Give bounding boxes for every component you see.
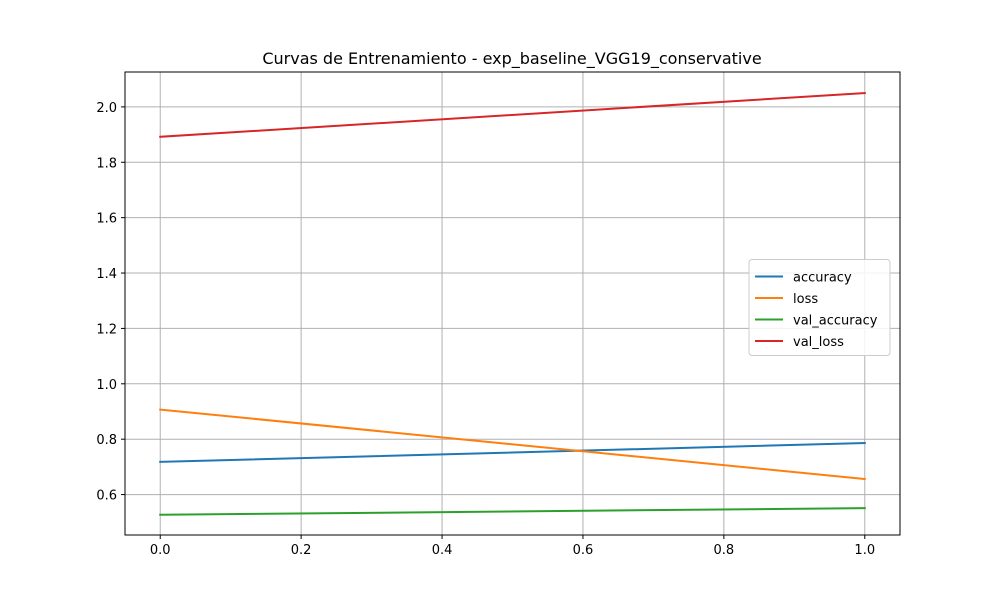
series-line-val-accuracy: [159, 507, 866, 516]
plot-area-frame: [124, 71, 901, 536]
legend-label-val-accuracy: val_accuracy: [793, 314, 878, 329]
legend-label-loss: loss: [793, 292, 818, 307]
y-tick-label: 1.6: [96, 212, 117, 227]
y-tick-label: 1.0: [96, 378, 117, 393]
y-tick-label: 1.4: [96, 267, 117, 282]
y-tick-label: 1.2: [96, 322, 117, 337]
y-tick-label: 0.8: [96, 433, 117, 448]
y-tick-label: 0.6: [96, 489, 117, 504]
x-tick-label: 0.8: [714, 543, 735, 558]
y-tick-label: 1.8: [96, 156, 117, 171]
x-tick-label: 0.6: [573, 543, 594, 558]
series-line-loss: [159, 408, 866, 481]
legend-box: [748, 259, 891, 356]
chart-title: Curvas de Entrenamiento - exp_baseline_V…: [262, 49, 761, 69]
x-axis: 0.0 0.2 0.4 0.6 0.8 1.0: [150, 535, 875, 558]
x-tick-label: 0.0: [150, 543, 171, 558]
legend: accuracy loss val_accuracy val_loss: [748, 259, 891, 356]
x-tick-label: 0.4: [432, 543, 453, 558]
x-tick-label: 1.0: [854, 543, 875, 558]
series-lines: [159, 91, 866, 516]
series-line-accuracy: [159, 442, 866, 463]
y-axis: 0.6 0.8 1.0 1.2 1.4 1.6 1.8 2.0: [96, 101, 125, 504]
x-tick-label: 0.2: [291, 543, 312, 558]
series-line-val-loss: [159, 91, 866, 138]
legend-label-val-loss: val_loss: [793, 335, 844, 350]
y-tick-label: 2.0: [96, 101, 117, 116]
legend-label-accuracy: accuracy: [793, 271, 852, 286]
